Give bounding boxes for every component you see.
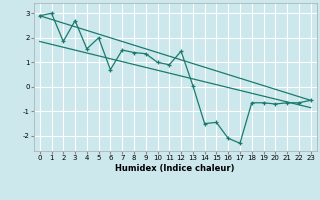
X-axis label: Humidex (Indice chaleur): Humidex (Indice chaleur)	[116, 164, 235, 173]
